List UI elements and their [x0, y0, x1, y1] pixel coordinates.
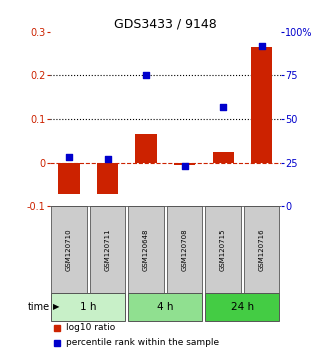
Bar	[167, 206, 202, 293]
Bar	[205, 206, 241, 293]
Point	[182, 163, 187, 169]
Text: GSM120648: GSM120648	[143, 228, 149, 271]
Bar	[251, 47, 272, 162]
Point	[221, 104, 226, 110]
Text: GSM120716: GSM120716	[259, 228, 265, 271]
Bar	[128, 293, 202, 320]
Bar	[90, 206, 125, 293]
Bar	[51, 206, 87, 293]
Point	[66, 154, 72, 160]
Text: GSM120715: GSM120715	[220, 228, 226, 271]
Text: time: time	[28, 302, 50, 312]
Text: GSM120708: GSM120708	[182, 228, 187, 271]
Text: 1 h: 1 h	[80, 302, 97, 312]
Text: 24 h: 24 h	[231, 302, 254, 312]
Bar	[244, 206, 279, 293]
Bar	[205, 293, 279, 320]
Point	[259, 43, 264, 48]
Text: ▶: ▶	[53, 302, 59, 312]
Bar	[58, 162, 80, 194]
Point	[143, 73, 149, 78]
Bar	[97, 162, 118, 194]
Text: GSM120710: GSM120710	[66, 228, 72, 271]
Bar	[51, 293, 125, 320]
Bar	[135, 134, 157, 162]
Text: percentile rank within the sample: percentile rank within the sample	[66, 338, 219, 348]
Title: GDS3433 / 9148: GDS3433 / 9148	[114, 18, 217, 31]
Text: 4 h: 4 h	[157, 302, 174, 312]
Text: log10 ratio: log10 ratio	[66, 324, 115, 332]
Bar	[174, 162, 195, 165]
Bar	[128, 206, 164, 293]
Point	[105, 156, 110, 162]
Text: GSM120711: GSM120711	[105, 228, 110, 271]
Bar	[213, 152, 234, 162]
